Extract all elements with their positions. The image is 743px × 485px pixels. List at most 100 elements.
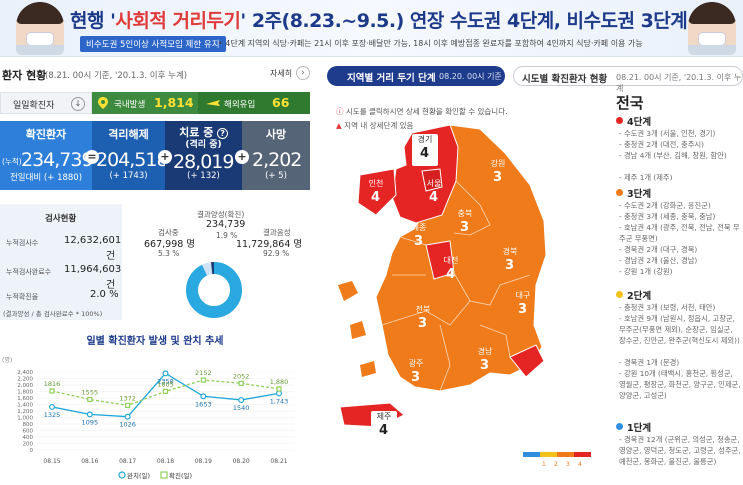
- death-value: 2,202: [252, 149, 302, 171]
- y-tick-label: 1,200: [17, 409, 33, 415]
- tab-other-date: 08.21. 00시 기준, '20.1.3. 이후 누계: [616, 73, 742, 93]
- region-name: 전북: [415, 305, 431, 314]
- region-level: 3: [418, 316, 428, 331]
- region-대전[interactable]: 대전 4: [438, 255, 464, 287]
- top-banner[interactable]: 현행 '사회적 거리두기' 2주(8.23.~9.5.) 연장 수도권 4단계,…: [0, 0, 743, 57]
- confirmed-label: 확진환자: [25, 128, 67, 141]
- test-row-value: 12,632,601: [64, 235, 122, 246]
- region-name: 제주: [376, 412, 392, 421]
- region-세종[interactable]: 세종 3: [406, 222, 432, 254]
- region-level: 4: [525, 390, 535, 405]
- region-부산[interactable]: 부산 4: [517, 378, 543, 410]
- region-name: 대전: [443, 256, 459, 265]
- region-인천[interactable]: 인천 4: [363, 178, 389, 210]
- confirmed-delta: 전일대비 (+ 1880): [9, 173, 83, 183]
- imported-box: 해외유입 66: [198, 92, 310, 114]
- confirmed-card[interactable]: 확진환자 (누적) 234,739 전일대비 (+ 1880) =: [0, 121, 99, 190]
- region-충남[interactable]: 충남 3: [367, 260, 393, 292]
- data-point: [276, 390, 283, 397]
- legend-num: 4: [578, 461, 582, 468]
- region-대구[interactable]: 대구 3: [510, 290, 536, 322]
- treating-card[interactable]: 치료 중 ? (격리 중) 28,019 (+ 132) +: [165, 121, 249, 190]
- more-link[interactable]: 자세히: [270, 69, 293, 78]
- region-강원[interactable]: 강원 3: [485, 158, 511, 190]
- region-level: 4: [420, 146, 430, 161]
- region-울산[interactable]: 울산 3: [547, 347, 573, 379]
- test-row-unit: 건: [106, 280, 116, 291]
- legend-marker: [160, 471, 168, 479]
- region-경북[interactable]: 경북 3: [497, 246, 523, 278]
- data-point: [48, 403, 55, 410]
- region-busan[interactable]: [509, 344, 545, 378]
- level-item: - 경남 4개 (부산, 김해, 창원, 함안): [619, 151, 727, 160]
- level-item: - 수도권 2개 (강화군, 옹진군): [619, 201, 711, 210]
- trend-chart-svg: (명) 02004006008001,0001,2001,4001,6001,80…: [2, 356, 295, 480]
- region-경기[interactable]: 경기 4: [412, 134, 438, 166]
- level-dot-icon: [616, 189, 623, 196]
- region-name: 인천: [368, 179, 384, 188]
- y-tick-label: 800: [23, 422, 34, 428]
- testing-value: 667,998 명: [144, 239, 196, 250]
- more-arrow-icon[interactable]: ›: [296, 66, 310, 80]
- banner-subline: • 4단계 지역의 식당·카페는 21시 이후 포장·배달만 가능, 18시 이…: [218, 39, 643, 48]
- x-tick-label: 08.19: [195, 458, 212, 465]
- tab-distancing-level[interactable]: 지역별 거리 두기 단계 08.20. 00시 기준: [327, 66, 505, 86]
- level-item: - 호남권 9개 (남원시, 정읍시, 고창군, 무주군(무풍면 제외), 순창…: [619, 314, 740, 345]
- y-tick-label: 400: [23, 435, 34, 441]
- treating-value: 28,019: [173, 151, 234, 173]
- region-경남[interactable]: 경남 3: [472, 346, 498, 378]
- level-item: - 강원 1개 (강원): [619, 267, 673, 276]
- daily-label: 일일확진자: [13, 101, 55, 111]
- testing-label: 검사중: [158, 228, 179, 237]
- region-seoul[interactable]: [421, 168, 443, 192]
- region-전남[interactable]: 전남 3: [363, 374, 389, 406]
- released-card[interactable]: 격리해제 204,518 (+ 1743) +: [92, 121, 172, 190]
- legend-swatch-3: [557, 452, 574, 457]
- region-incheon[interactable]: [357, 168, 397, 216]
- level-item: - 경북권 1개 (문경): [619, 358, 680, 367]
- data-point: [162, 388, 169, 394]
- level-dot-icon: [616, 423, 623, 430]
- level-heading: 2단계: [616, 288, 651, 302]
- region-서울[interactable]: 서울 4: [421, 178, 447, 210]
- death-card[interactable]: 사망 2,202 (+ 5): [242, 121, 310, 190]
- region-name: 서울: [426, 179, 442, 188]
- data-label: 1653: [195, 400, 212, 408]
- x-tick-label: 08.16: [81, 458, 98, 465]
- daily-trend-chart: 일별 확진환자 발생 및 완치 추세 (명) 0 200 400 600 800 1,000…: [0, 328, 310, 485]
- donut-negative-arc: [186, 262, 242, 318]
- region-충북[interactable]: 충북 3: [452, 208, 478, 240]
- x-tick-label: 08.17: [119, 458, 136, 465]
- test-row-label: 누적검사수: [6, 239, 39, 247]
- level-detail-panel: 전국 4단계 - 수도권 3개 (서울, 인천, 경기) - 충청권 2개 (대전,…: [614, 90, 743, 485]
- region-제주[interactable]: 제주 4: [371, 411, 397, 443]
- legend-label: 확진(일): [169, 471, 192, 480]
- y-tick-label: 1,400: [17, 403, 33, 409]
- data-point: [276, 386, 282, 392]
- data-point: [49, 388, 55, 394]
- data-label: 1372: [119, 394, 136, 402]
- confirmed-value: 234,739: [21, 149, 94, 171]
- positive-value: 234,739: [206, 219, 246, 230]
- person-male-image: [688, 2, 736, 55]
- legend-swatch-1: [523, 452, 540, 457]
- test-row-unit: 건: [106, 251, 116, 262]
- level-item: - 충청권 3개 (세종, 충북, 충남): [619, 212, 716, 221]
- data-label: 1325: [44, 411, 61, 419]
- legend-swatch-4: [574, 452, 591, 457]
- tab-regional-confirmed[interactable]: 시도별 확진환자 현황 08.21. 00시 기준, '20.1.3. 이후 누…: [513, 66, 743, 93]
- equals-icon: =: [85, 150, 99, 164]
- cumulative-prefix: (누적): [2, 157, 22, 166]
- patient-status-header: 환자 현황 (8.21. 00시 기준, '20.1.3. 이후 누계) 자세히…: [0, 63, 310, 85]
- treating-delta: (+ 132): [187, 171, 220, 181]
- negative-label: 결과음성: [263, 228, 291, 237]
- region-광주[interactable]: 광주 3: [403, 358, 429, 390]
- x-tick-label: 08.20: [233, 458, 250, 465]
- data-label: 2152: [195, 369, 212, 377]
- region-전북[interactable]: 전북 3: [410, 304, 436, 336]
- region-name: 충남: [372, 261, 388, 270]
- down-arrow-icon[interactable]: ↓: [71, 97, 85, 111]
- released-label: 격리해제: [108, 128, 149, 141]
- panel-title: 전국: [616, 94, 644, 112]
- plus-icon: +: [158, 150, 172, 164]
